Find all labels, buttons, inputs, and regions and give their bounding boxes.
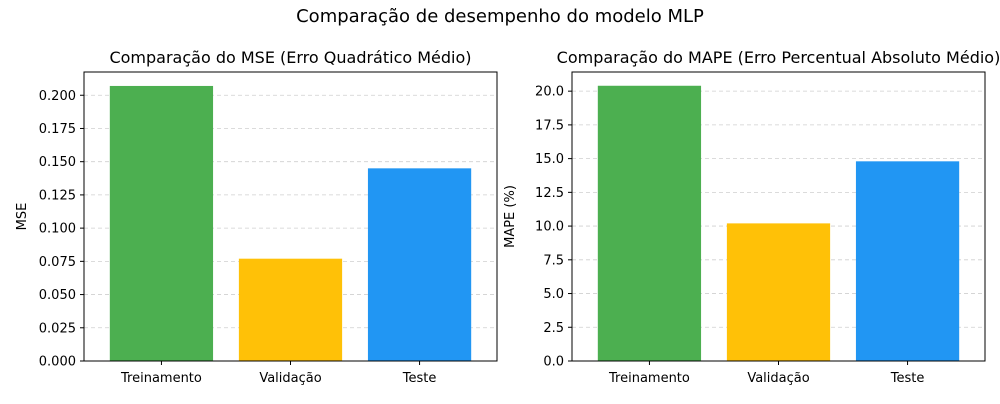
bar-teste — [367, 168, 472, 361]
x-tick-label: Validação — [259, 371, 321, 386]
bar-teste — [855, 161, 960, 361]
chart-panel-1: 0.000 0.025 0.050 0.075 0.100 0.125 0.150 0.175… — [15, 48, 498, 386]
chart-title: Comparação do MSE (Erro Quadrático Médio… — [109, 48, 471, 67]
bar-validação — [238, 258, 343, 361]
y-tick-label: 0.050 — [39, 288, 76, 303]
y-tick-label: 0.125 — [39, 188, 76, 203]
chart-panel-2: 0.0 2.5 5.0 7.5 10.0 12.5 15.0 17.5 20.0 Treiname… — [503, 48, 1000, 386]
y-tick-label: 0.025 — [39, 321, 76, 336]
y-tick-label: 0.200 — [39, 89, 76, 104]
y-tick-label: 0.000 — [39, 355, 76, 370]
y-tick-label: 10.0 — [535, 220, 564, 235]
y-tick-label: 0.100 — [39, 222, 76, 237]
x-tick-label: Validação — [747, 371, 809, 386]
y-tick-label: 5.0 — [543, 287, 564, 302]
y-tick-label: 12.5 — [535, 186, 564, 201]
y-tick-label: 17.5 — [535, 118, 564, 133]
y-tick-label: 15.0 — [535, 152, 564, 167]
y-tick-label: 0.0 — [543, 355, 564, 370]
y-tick-label: 20.0 — [535, 85, 564, 100]
y-tick-label: 0.150 — [39, 155, 76, 170]
y-tick-label: 0.175 — [39, 122, 76, 137]
x-tick-label: Treinamento — [608, 371, 690, 386]
chart-title: Comparação do MAPE (Erro Percentual Abso… — [557, 48, 1000, 67]
x-tick-label: Teste — [402, 371, 437, 386]
bar-validação — [726, 223, 831, 361]
figure-suptitle: Comparação de desempenho do modelo MLP — [296, 6, 704, 27]
x-tick-label: Teste — [890, 371, 925, 386]
y-axis-label: MAPE (%) — [503, 185, 518, 248]
bar-treinamento — [597, 85, 702, 361]
x-tick-label: Treinamento — [120, 371, 202, 386]
bar-treinamento — [109, 85, 214, 361]
y-tick-label: 0.075 — [39, 255, 76, 270]
y-tick-label: 2.5 — [543, 321, 564, 336]
y-axis-label: MSE — [15, 203, 30, 231]
y-tick-label: 7.5 — [543, 253, 564, 268]
